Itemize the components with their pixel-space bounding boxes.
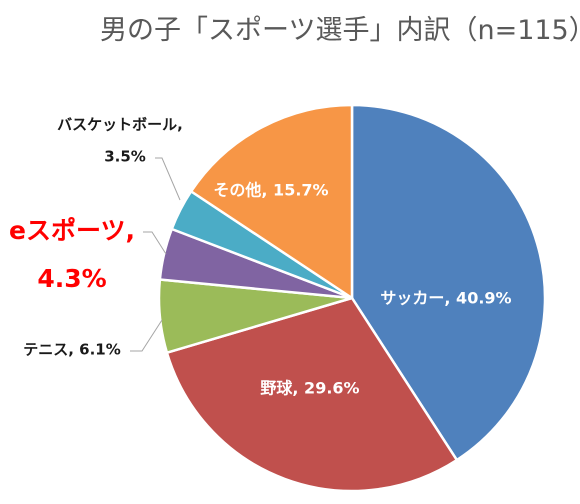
- slice-1: [165, 296, 459, 493]
- data-label-5: その他, 15.7%: [213, 181, 328, 200]
- chart-title: 男の子「スポーツ選手」内訳（n=115）: [100, 15, 580, 46]
- data-label-2: テニス, 6.1%: [23, 341, 121, 359]
- data-label-name-4: バスケットボール,: [57, 116, 183, 134]
- data-labels: サッカー, 40.9% 野球, 29.6% テニス, 6.1% eスポーツ, 4.3% バ…: [9, 116, 512, 398]
- data-label-1: 野球, 29.6%: [260, 379, 359, 398]
- leader-lines: [130, 157, 181, 352]
- data-label-0: サッカー, 40.9%: [380, 289, 511, 308]
- leader-line-4: [155, 157, 181, 201]
- leader-line-3: [143, 231, 167, 255]
- leader-line-2: [130, 319, 163, 352]
- pie-slices: [157, 103, 547, 493]
- data-label-name-3: eスポーツ,: [9, 216, 135, 245]
- data-label-value-3: 4.3%: [37, 264, 106, 293]
- slice-5: [189, 103, 354, 300]
- data-label-value-4: 3.5%: [104, 148, 146, 166]
